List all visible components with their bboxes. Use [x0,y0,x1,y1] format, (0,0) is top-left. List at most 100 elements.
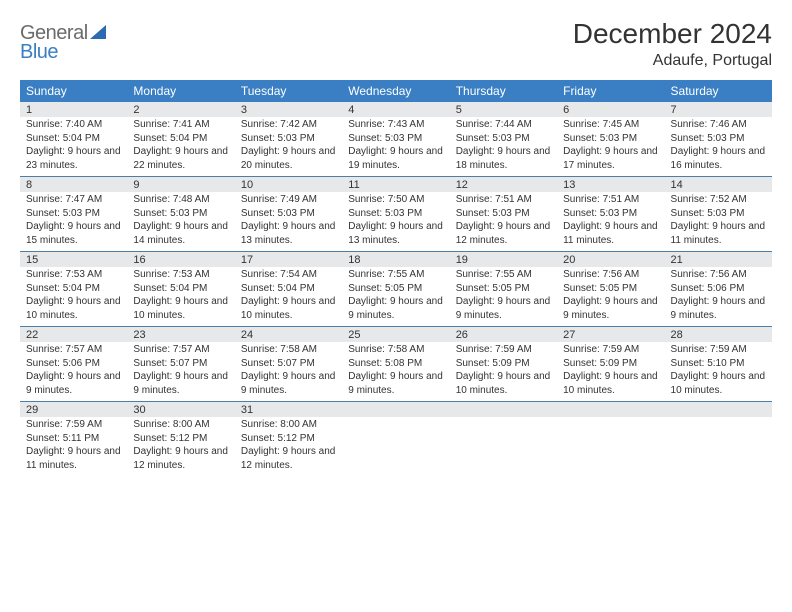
calendar-cell: 29Sunrise: 7:59 AMSunset: 5:11 PMDayligh… [20,402,127,477]
calendar-cell: 3Sunrise: 7:42 AMSunset: 5:03 PMDaylight… [235,102,342,177]
day-number: 7 [665,102,772,117]
weekday-thursday: Thursday [450,80,557,102]
calendar-cell: 15Sunrise: 7:53 AMSunset: 5:04 PMDayligh… [20,252,127,327]
day-body: Sunrise: 7:57 AMSunset: 5:07 PMDaylight:… [127,342,234,401]
day-number: 23 [127,327,234,342]
day-number: 27 [557,327,664,342]
page-subtitle: Adaufe, Portugal [573,52,772,70]
calendar-cell: 26Sunrise: 7:59 AMSunset: 5:09 PMDayligh… [450,327,557,402]
day-number: 11 [342,177,449,192]
calendar-cell: 7Sunrise: 7:46 AMSunset: 5:03 PMDaylight… [665,102,772,177]
calendar-table: SundayMondayTuesdayWednesdayThursdayFrid… [20,80,772,476]
day-body: Sunrise: 7:53 AMSunset: 5:04 PMDaylight:… [20,267,127,326]
day-body: Sunrise: 7:43 AMSunset: 5:03 PMDaylight:… [342,117,449,176]
calendar-cell: 10Sunrise: 7:49 AMSunset: 5:03 PMDayligh… [235,177,342,252]
day-body: Sunrise: 7:40 AMSunset: 5:04 PMDaylight:… [20,117,127,176]
day-number: 25 [342,327,449,342]
calendar-body: 1Sunrise: 7:40 AMSunset: 5:04 PMDaylight… [20,102,772,476]
weekday-monday: Monday [127,80,234,102]
day-number: 26 [450,327,557,342]
day-body: Sunrise: 7:56 AMSunset: 5:06 PMDaylight:… [665,267,772,326]
day-body: Sunrise: 7:55 AMSunset: 5:05 PMDaylight:… [342,267,449,326]
day-body: Sunrise: 7:59 AMSunset: 5:09 PMDaylight:… [450,342,557,401]
calendar-cell: 14Sunrise: 7:52 AMSunset: 5:03 PMDayligh… [665,177,772,252]
day-number: 30 [127,402,234,417]
day-number-empty [665,402,772,417]
calendar-cell: 6Sunrise: 7:45 AMSunset: 5:03 PMDaylight… [557,102,664,177]
calendar-cell: 31Sunrise: 8:00 AMSunset: 5:12 PMDayligh… [235,402,342,477]
weekday-tuesday: Tuesday [235,80,342,102]
calendar-cell [557,402,664,477]
day-body: Sunrise: 7:59 AMSunset: 5:09 PMDaylight:… [557,342,664,401]
day-body: Sunrise: 7:49 AMSunset: 5:03 PMDaylight:… [235,192,342,251]
day-number-empty [342,402,449,417]
calendar-cell: 16Sunrise: 7:53 AMSunset: 5:04 PMDayligh… [127,252,234,327]
day-number: 13 [557,177,664,192]
calendar-cell: 2Sunrise: 7:41 AMSunset: 5:04 PMDaylight… [127,102,234,177]
calendar-cell: 30Sunrise: 8:00 AMSunset: 5:12 PMDayligh… [127,402,234,477]
title-block: December 2024 Adaufe, Portugal [573,18,772,70]
day-body: Sunrise: 7:52 AMSunset: 5:03 PMDaylight:… [665,192,772,251]
calendar-cell [450,402,557,477]
calendar-cell: 18Sunrise: 7:55 AMSunset: 5:05 PMDayligh… [342,252,449,327]
calendar-cell: 28Sunrise: 7:59 AMSunset: 5:10 PMDayligh… [665,327,772,402]
calendar-cell: 5Sunrise: 7:44 AMSunset: 5:03 PMDaylight… [450,102,557,177]
day-number: 29 [20,402,127,417]
weekday-friday: Friday [557,80,664,102]
day-body: Sunrise: 7:45 AMSunset: 5:03 PMDaylight:… [557,117,664,176]
brand-logo: General Blue [20,18,106,64]
calendar-row: 29Sunrise: 7:59 AMSunset: 5:11 PMDayligh… [20,402,772,477]
calendar-cell: 25Sunrise: 7:58 AMSunset: 5:08 PMDayligh… [342,327,449,402]
day-number: 15 [20,252,127,267]
day-body: Sunrise: 8:00 AMSunset: 5:12 PMDaylight:… [127,417,234,476]
day-number: 4 [342,102,449,117]
calendar-cell: 21Sunrise: 7:56 AMSunset: 5:06 PMDayligh… [665,252,772,327]
day-number: 14 [665,177,772,192]
day-number: 19 [450,252,557,267]
calendar-cell: 9Sunrise: 7:48 AMSunset: 5:03 PMDaylight… [127,177,234,252]
day-number: 9 [127,177,234,192]
day-number: 16 [127,252,234,267]
day-body: Sunrise: 7:59 AMSunset: 5:11 PMDaylight:… [20,417,127,476]
day-number: 3 [235,102,342,117]
day-number: 17 [235,252,342,267]
day-body: Sunrise: 7:41 AMSunset: 5:04 PMDaylight:… [127,117,234,176]
weekday-sunday: Sunday [20,80,127,102]
day-number-empty [450,402,557,417]
calendar-cell: 4Sunrise: 7:43 AMSunset: 5:03 PMDaylight… [342,102,449,177]
page-header: General Blue December 2024 Adaufe, Portu… [20,18,772,70]
day-body: Sunrise: 7:51 AMSunset: 5:03 PMDaylight:… [557,192,664,251]
day-body: Sunrise: 7:57 AMSunset: 5:06 PMDaylight:… [20,342,127,401]
day-number: 5 [450,102,557,117]
day-number: 24 [235,327,342,342]
calendar-row: 8Sunrise: 7:47 AMSunset: 5:03 PMDaylight… [20,177,772,252]
day-number: 8 [20,177,127,192]
calendar-row: 15Sunrise: 7:53 AMSunset: 5:04 PMDayligh… [20,252,772,327]
calendar-cell: 8Sunrise: 7:47 AMSunset: 5:03 PMDaylight… [20,177,127,252]
day-number: 18 [342,252,449,267]
calendar-cell: 22Sunrise: 7:57 AMSunset: 5:06 PMDayligh… [20,327,127,402]
calendar-cell: 27Sunrise: 7:59 AMSunset: 5:09 PMDayligh… [557,327,664,402]
day-number: 31 [235,402,342,417]
day-body: Sunrise: 7:53 AMSunset: 5:04 PMDaylight:… [127,267,234,326]
calendar-cell: 24Sunrise: 7:58 AMSunset: 5:07 PMDayligh… [235,327,342,402]
day-body: Sunrise: 7:51 AMSunset: 5:03 PMDaylight:… [450,192,557,251]
calendar-cell [342,402,449,477]
day-body: Sunrise: 7:59 AMSunset: 5:10 PMDaylight:… [665,342,772,401]
calendar-cell: 12Sunrise: 7:51 AMSunset: 5:03 PMDayligh… [450,177,557,252]
weekday-saturday: Saturday [665,80,772,102]
calendar-row: 1Sunrise: 7:40 AMSunset: 5:04 PMDaylight… [20,102,772,177]
calendar-cell: 1Sunrise: 7:40 AMSunset: 5:04 PMDaylight… [20,102,127,177]
day-number: 20 [557,252,664,267]
day-body: Sunrise: 7:47 AMSunset: 5:03 PMDaylight:… [20,192,127,251]
weekday-row: SundayMondayTuesdayWednesdayThursdayFrid… [20,80,772,102]
calendar-row: 22Sunrise: 7:57 AMSunset: 5:06 PMDayligh… [20,327,772,402]
day-body: Sunrise: 7:48 AMSunset: 5:03 PMDaylight:… [127,192,234,251]
day-number: 6 [557,102,664,117]
day-body: Sunrise: 7:50 AMSunset: 5:03 PMDaylight:… [342,192,449,251]
calendar-cell: 13Sunrise: 7:51 AMSunset: 5:03 PMDayligh… [557,177,664,252]
logo-triangle-icon [90,25,106,39]
calendar-cell: 17Sunrise: 7:54 AMSunset: 5:04 PMDayligh… [235,252,342,327]
day-number-empty [557,402,664,417]
day-number: 22 [20,327,127,342]
